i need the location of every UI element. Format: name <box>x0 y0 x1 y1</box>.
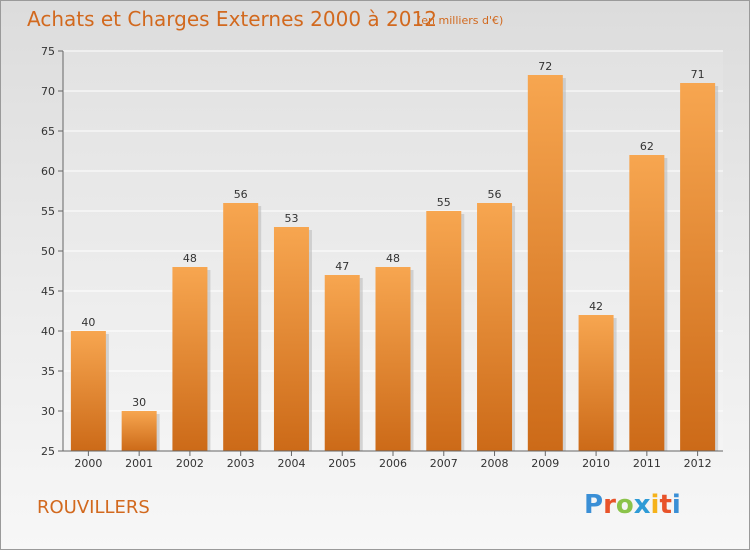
x-tick-label: 2003 <box>227 457 255 470</box>
bar-value-label: 56 <box>488 188 502 201</box>
x-tick-label: 2010 <box>582 457 610 470</box>
y-tick-label: 40 <box>41 325 55 338</box>
y-tick-label: 70 <box>41 85 55 98</box>
bar <box>375 267 411 451</box>
x-tick-label: 2005 <box>328 457 356 470</box>
logo-letter: t <box>659 490 672 520</box>
bar-value-label: 30 <box>132 396 146 409</box>
x-tick-label: 2009 <box>531 457 559 470</box>
x-tick-label: 2001 <box>125 457 153 470</box>
x-tick-label: 2004 <box>277 457 305 470</box>
y-tick-label: 50 <box>41 245 55 258</box>
y-tick-label: 55 <box>41 205 55 218</box>
bars: 40 30 48 56 53 47 48 55 56 72 42 62 71 <box>70 60 719 451</box>
bar <box>324 275 360 451</box>
y-tick-label: 75 <box>41 45 55 58</box>
bar-value-label: 53 <box>284 212 298 225</box>
bar <box>121 411 157 451</box>
y-tick-label: 25 <box>41 445 55 458</box>
bar <box>578 315 614 451</box>
y-tick-label: 60 <box>41 165 55 178</box>
x-tick-label: 2000 <box>74 457 102 470</box>
bar-value-label: 48 <box>183 252 197 265</box>
x-tick-label: 2012 <box>684 457 712 470</box>
y-axis: 25 30 35 40 45 50 55 60 65 70 75 <box>41 45 64 458</box>
bar <box>527 75 563 451</box>
logo-letter: i <box>650 490 660 520</box>
bar <box>629 155 665 451</box>
y-tick-label: 30 <box>41 405 55 418</box>
y-tick-label: 45 <box>41 285 55 298</box>
x-tick-label: 2007 <box>430 457 458 470</box>
chart-subtitle: (en milliers d'€) <box>417 14 504 27</box>
x-axis: 2000 2001 2002 2003 2004 2005 2006 2007 2008 2009… <box>63 450 723 470</box>
proxiti-logo: Proxiti <box>584 490 681 520</box>
bar <box>70 331 106 451</box>
place-name: ROUVILLERS <box>37 497 150 518</box>
bar <box>426 211 462 451</box>
bar-value-label: 72 <box>538 60 552 73</box>
bar-value-label: 48 <box>386 252 400 265</box>
bar-value-label: 55 <box>437 196 451 209</box>
logo-letter: o <box>615 490 634 520</box>
bar <box>477 203 513 451</box>
y-tick-label: 35 <box>41 365 55 378</box>
x-tick-label: 2008 <box>481 457 509 470</box>
logo-letter: P <box>584 490 604 520</box>
y-tick-label: 65 <box>41 125 55 138</box>
logo-letter: r <box>603 490 616 520</box>
bar <box>680 83 716 451</box>
chart-title: Achats et Charges Externes 2000 à 2012 <box>27 7 437 31</box>
bar-value-label: 42 <box>589 300 603 313</box>
bar <box>172 267 208 451</box>
bar <box>223 203 259 451</box>
logo-letter: i <box>671 490 681 520</box>
x-tick-label: 2002 <box>176 457 204 470</box>
x-tick-label: 2006 <box>379 457 407 470</box>
bar <box>273 227 309 451</box>
bar-value-label: 62 <box>640 140 654 153</box>
bar-value-label: 71 <box>691 68 705 81</box>
bar-value-label: 47 <box>335 260 349 273</box>
bar-value-label: 40 <box>81 316 95 329</box>
bar-value-label: 56 <box>234 188 248 201</box>
logo-letter: x <box>633 490 651 520</box>
x-tick-label: 2011 <box>633 457 661 470</box>
